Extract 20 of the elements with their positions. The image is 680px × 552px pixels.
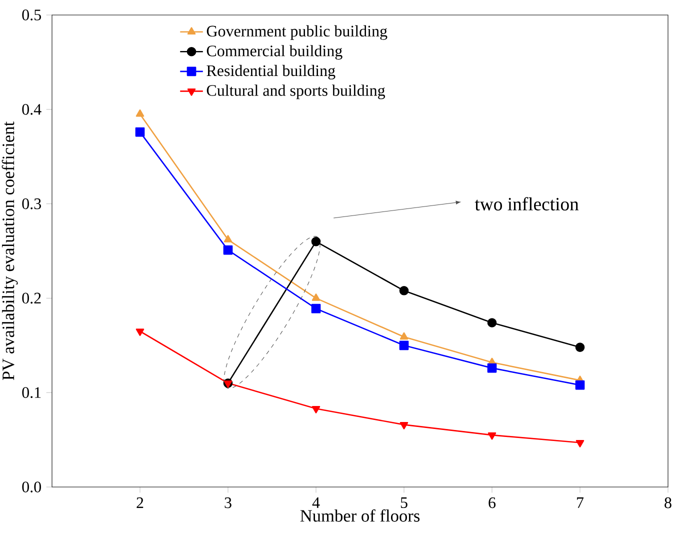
y-tick-label: 0.4 <box>22 104 42 115</box>
annotation: two inflection <box>474 197 579 210</box>
y-tick-label: 0.2 <box>22 292 41 304</box>
x-tick-label: 3 <box>224 497 232 508</box>
x-tick-label: 2 <box>136 497 144 508</box>
y-tick-label: 0.1 <box>22 387 41 398</box>
legend-label: Cultural and sports building <box>206 84 386 100</box>
y-tick-label: 0.3 <box>22 198 41 210</box>
legend-label: Residential building <box>206 64 336 80</box>
x-tick-label: 8 <box>664 497 672 508</box>
y-tick-label: 0.5 <box>22 10 41 20</box>
x-tick-label: 5 <box>400 497 408 508</box>
x-tick-label: 6 <box>488 497 496 508</box>
x-tick-label: 7 <box>577 497 584 508</box>
y-axis-title: PV availability evaluation coefficient <box>2 122 18 380</box>
x-axis-title: Number of floors <box>300 509 420 522</box>
legend-label: Government public building <box>206 25 388 40</box>
y-tick-label: 0.0 <box>22 482 41 492</box>
legend-label: Commercial building <box>206 45 342 60</box>
x-tick-label: 4 <box>312 497 320 508</box>
